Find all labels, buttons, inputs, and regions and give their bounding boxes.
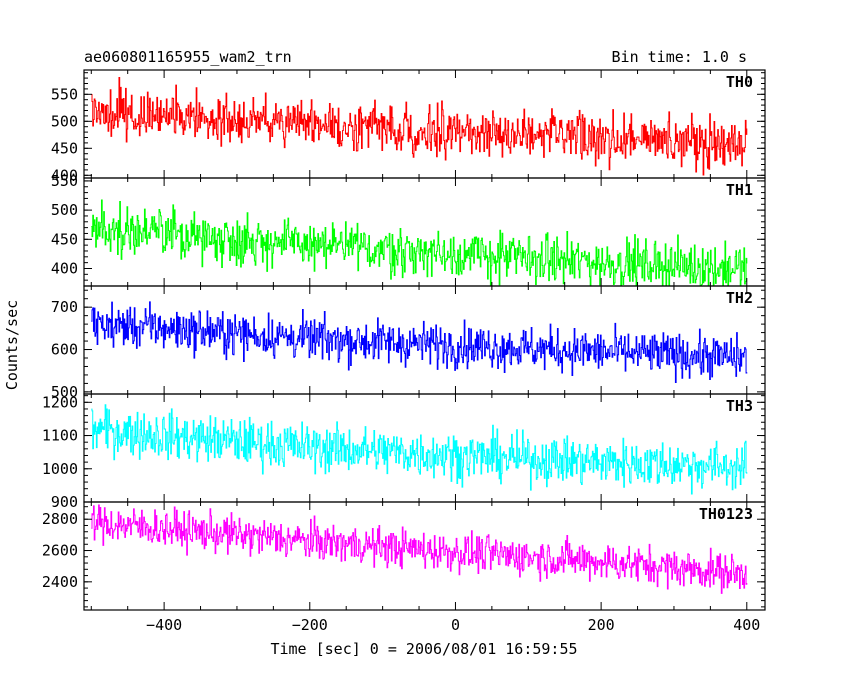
panel-label-th3: TH3	[726, 397, 753, 415]
y-tick-label: 1000	[42, 460, 78, 478]
y-tick-label: 700	[51, 298, 78, 316]
series-th0-line	[91, 76, 748, 176]
panel-label-th0123: TH0123	[699, 505, 753, 523]
x-tick-label: −400	[146, 616, 182, 634]
panel-label-th1: TH1	[726, 181, 753, 199]
x-tick-label: 400	[733, 616, 760, 634]
y-tick-label: 400	[51, 166, 78, 184]
x-axis-label: Time [sec] 0 = 2006/08/01 16:59:55	[270, 640, 577, 658]
panels-group: 400 450 500 550 TH0 400 450 500 550 TH1 500 600 700 T…	[42, 69, 766, 634]
y-tick-label: 1200	[42, 393, 78, 411]
panel-label-th2: TH2	[726, 289, 753, 307]
y-tick-label: 450	[51, 139, 78, 157]
x-tick-label: 200	[588, 616, 615, 634]
y-tick-label: 900	[51, 493, 78, 511]
y-tick-label: 550	[51, 172, 78, 190]
x-tick-label: −200	[292, 616, 328, 634]
chart-title-left: ae060801165955_wam2_trn	[84, 48, 292, 66]
chart-title-right: Bin time: 1.0 s	[612, 48, 747, 66]
y-tick-label: 550	[51, 85, 78, 103]
y-tick-label: 2400	[42, 573, 78, 591]
y-axis-label: Counts/sec	[3, 300, 21, 390]
y-tick-label: 400	[51, 259, 78, 277]
series-th1-line	[91, 199, 748, 286]
y-tick-label: 450	[51, 230, 78, 248]
panel-label-th0: TH0	[726, 73, 753, 91]
panel-frame	[83, 501, 766, 611]
y-tick-label: 1100	[42, 427, 78, 445]
y-tick-label: 500	[51, 201, 78, 219]
x-tick-label: 0	[451, 616, 460, 634]
y-tick-label: 500	[51, 112, 78, 130]
y-tick-label: 2600	[42, 542, 78, 560]
y-tick-label: 600	[51, 341, 78, 359]
series-th2-line	[91, 301, 748, 384]
y-tick-label: 2800	[42, 510, 78, 528]
series-th0123-line	[91, 504, 748, 594]
y-tick-label: 500	[51, 383, 78, 401]
series-th3-line	[91, 404, 748, 495]
